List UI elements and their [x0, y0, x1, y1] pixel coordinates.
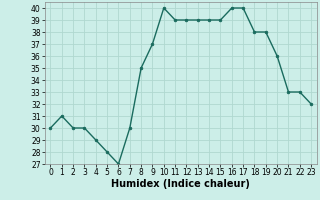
X-axis label: Humidex (Indice chaleur): Humidex (Indice chaleur) — [111, 179, 250, 189]
